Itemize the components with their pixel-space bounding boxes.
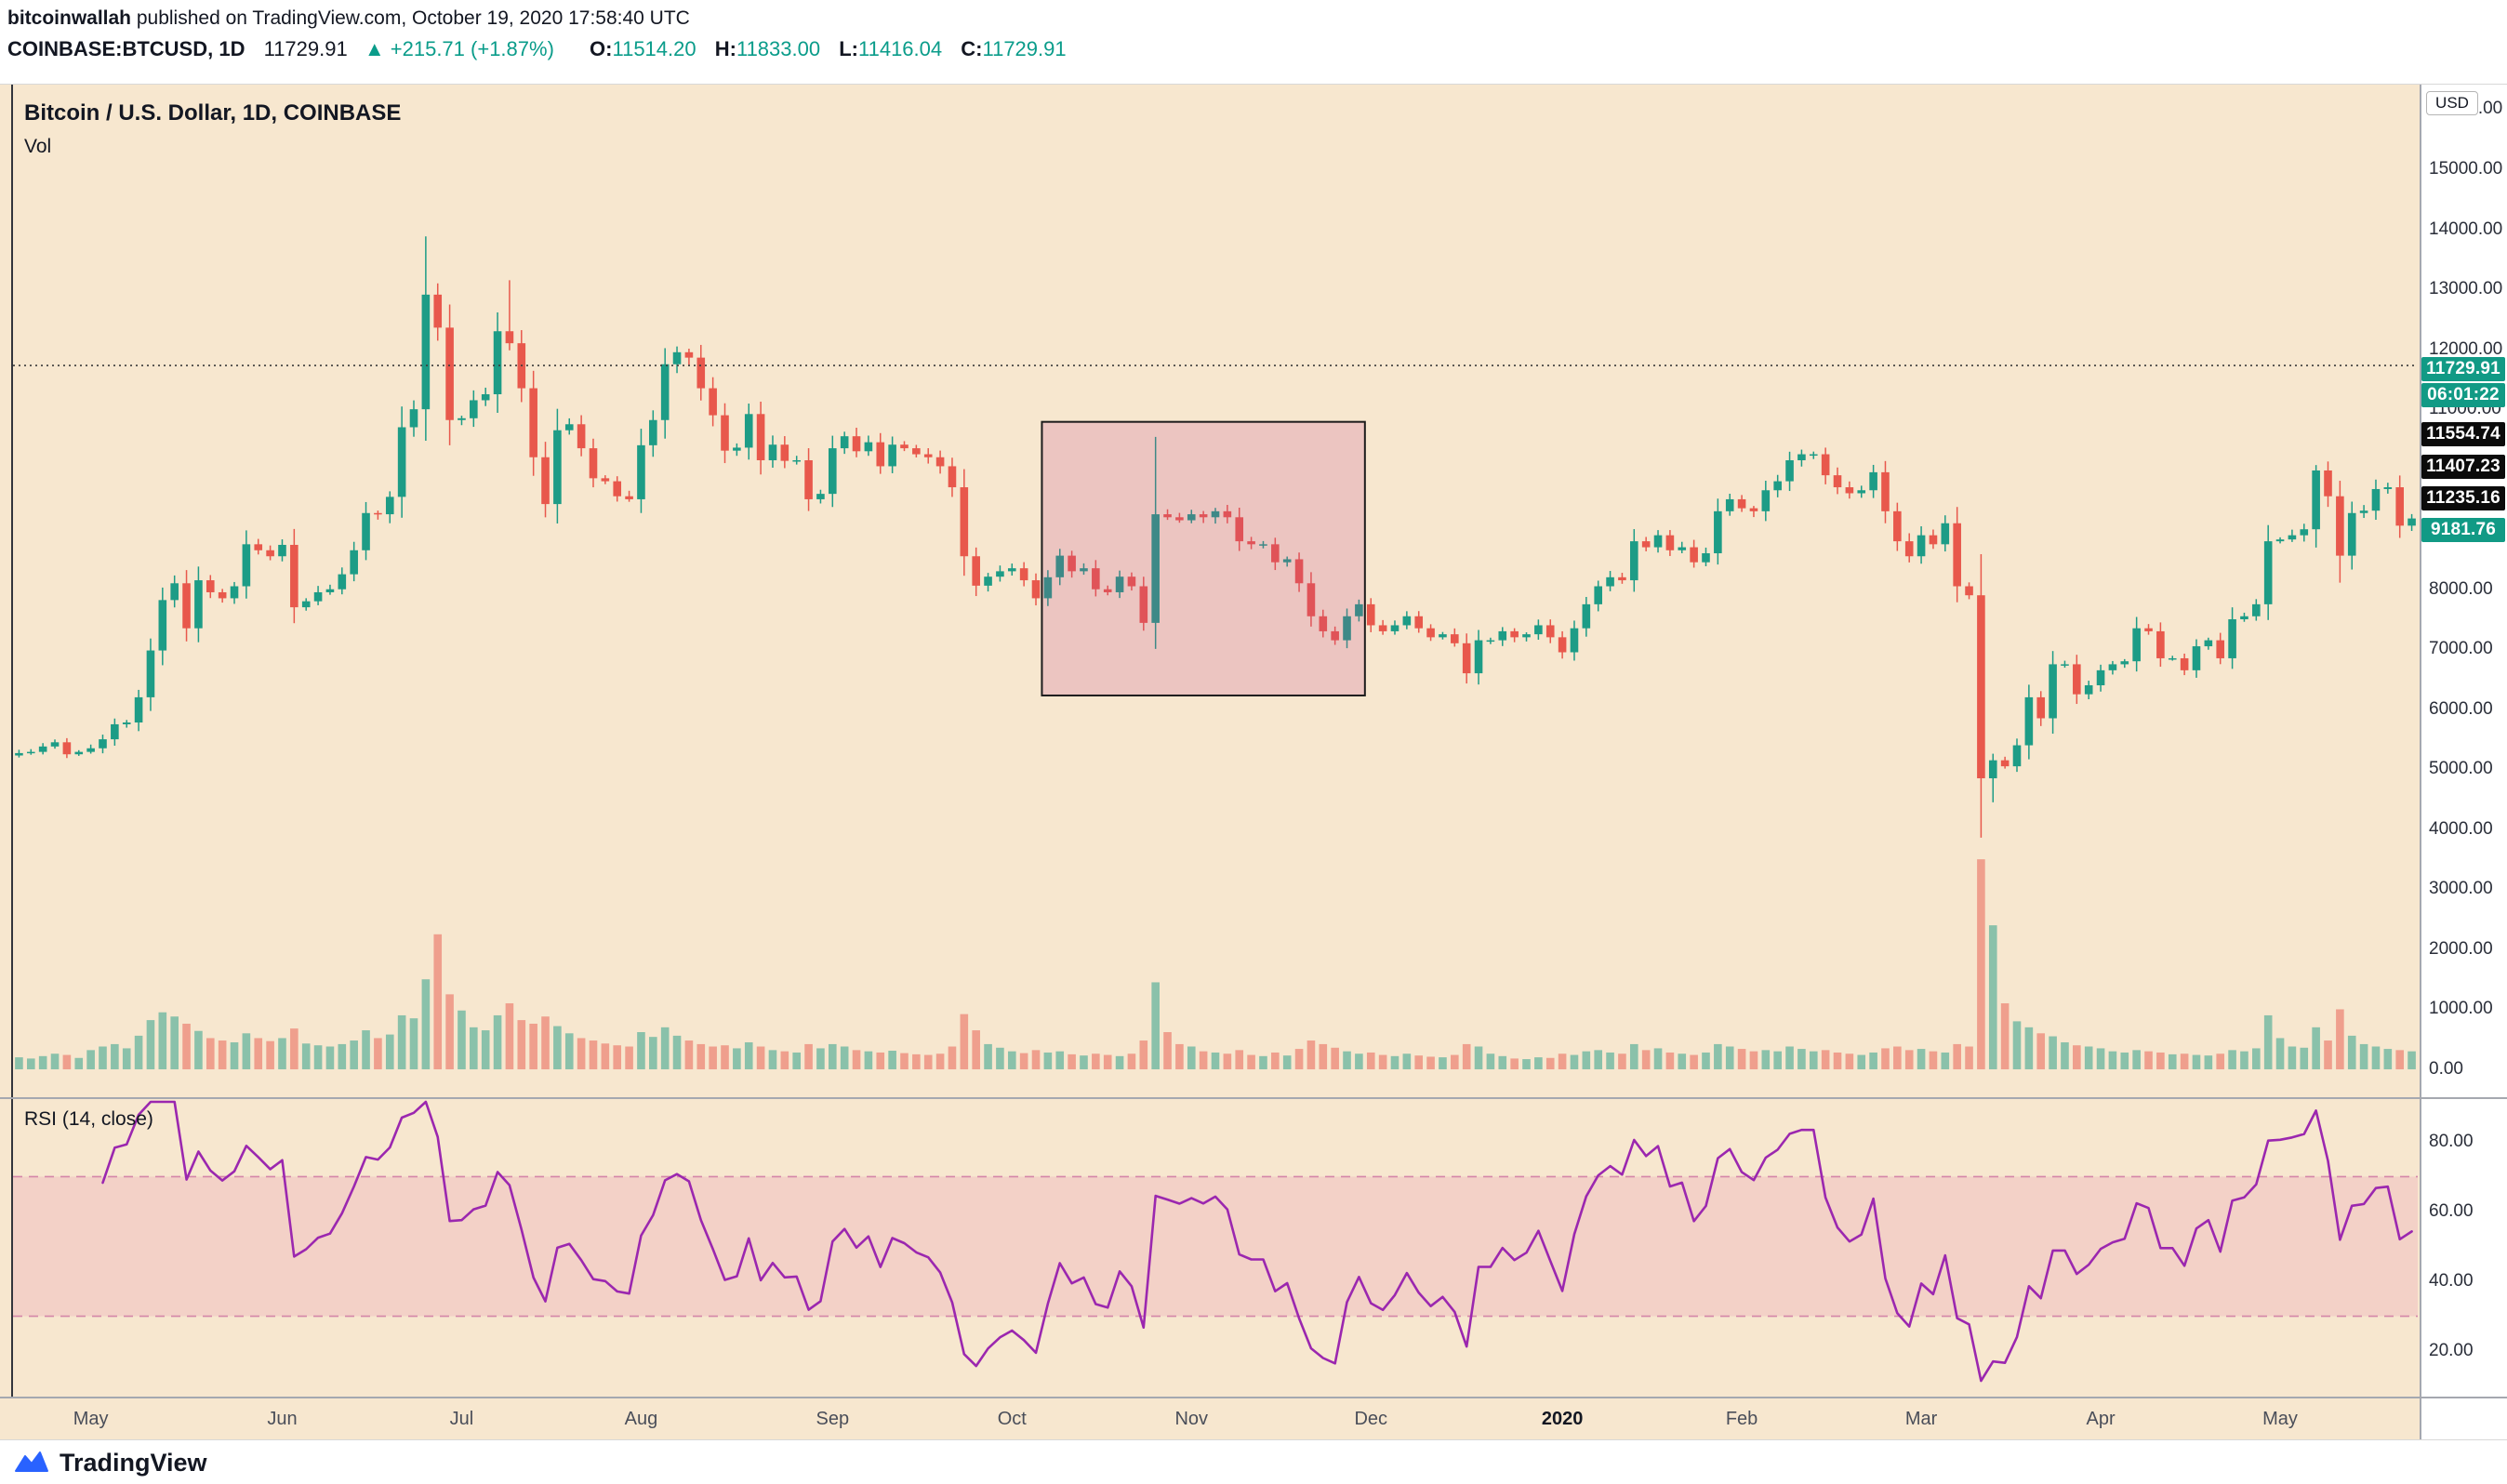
- price-tick-label: 14000.00: [2429, 219, 2503, 239]
- ticker-row: COINBASE:BTCUSD, 1D 11729.91 ▲ +215.71 (…: [7, 37, 1067, 61]
- time-axis-label: May: [2262, 1409, 2298, 1429]
- price-tick-label: 15000.00: [2429, 158, 2503, 179]
- up-arrow-icon: ▲: [364, 37, 385, 60]
- price-tick-label: 12000.00: [2429, 338, 2503, 359]
- time-axis-label: May: [73, 1409, 109, 1429]
- price-tick-label: 0.00: [2429, 1059, 2463, 1080]
- ticker-last-price: 11729.91: [263, 37, 348, 60]
- time-axis-label: Feb: [1725, 1409, 1758, 1429]
- chart-legend-title[interactable]: Bitcoin / U.S. Dollar, 1D, COINBASE: [24, 100, 402, 126]
- currency-badge[interactable]: USD: [2426, 91, 2478, 115]
- chart-left-frame: [11, 85, 13, 1398]
- price-label-pill: 11729.91: [2421, 357, 2505, 381]
- time-axis-label: Nov: [1174, 1409, 1209, 1429]
- low-label: L:: [839, 37, 858, 60]
- rsi-line: [101, 1100, 2413, 1383]
- price-tick-label: 7000.00: [2429, 639, 2493, 659]
- candlestick-layer: [15, 236, 2416, 838]
- publish-info: published on TradingView.com, October 19…: [131, 7, 690, 29]
- time-axis-label: 2020: [1541, 1409, 1584, 1429]
- tradingview-logo-icon[interactable]: [13, 1450, 50, 1477]
- price-axis-area[interactable]: [2420, 85, 2507, 1440]
- price-tick-label: 5000.00: [2429, 759, 2493, 779]
- rsi-band: [13, 1175, 2418, 1318]
- publish-header: bitcoinwallah published on TradingView.c…: [7, 7, 690, 30]
- time-axis-label: Jun: [267, 1409, 298, 1429]
- highlight-box-annotation[interactable]: [1041, 420, 1366, 696]
- rsi-tick-label: 80.00: [2429, 1131, 2474, 1151]
- rsi-pane-separator[interactable]: [0, 1097, 2507, 1099]
- price-tick-label: 13000.00: [2429, 279, 2503, 299]
- rsi-tick-label: 40.00: [2429, 1271, 2474, 1292]
- time-axis-label: Oct: [997, 1409, 1027, 1429]
- open-value: 11514.20: [612, 37, 696, 60]
- time-axis-separator: [0, 1397, 2507, 1398]
- volume-layer: [15, 859, 2416, 1070]
- low-value: 11416.04: [858, 37, 943, 60]
- price-tick-label: 1000.00: [2429, 999, 2493, 1019]
- time-axis-label: Aug: [624, 1409, 658, 1429]
- time-axis-label: Jul: [449, 1409, 474, 1429]
- price-label-pill: 11407.23: [2421, 455, 2505, 479]
- high-value: 11833.00: [736, 37, 821, 60]
- countdown-pill: 06:01:22: [2421, 383, 2505, 407]
- footer-separator: [0, 1439, 2507, 1440]
- ticker-symbol[interactable]: COINBASE:BTCUSD, 1D: [7, 37, 245, 60]
- ticker-change: ▲ +215.71 (+1.87%): [365, 37, 554, 60]
- author-name: bitcoinwallah: [7, 7, 132, 29]
- tradingview-brand[interactable]: TradingView: [60, 1449, 207, 1477]
- footer-bar: TradingView: [0, 1440, 2507, 1484]
- price-axis-separator: [2420, 85, 2421, 1440]
- price-tick-label: 2000.00: [2429, 938, 2493, 959]
- rsi-legend[interactable]: RSI (14, close): [24, 1108, 153, 1130]
- time-axis-label: Dec: [1354, 1409, 1388, 1429]
- rsi-tick-label: 20.00: [2429, 1341, 2474, 1361]
- price-tick-label: 3000.00: [2429, 879, 2493, 899]
- open-label: O:: [590, 37, 613, 60]
- time-axis[interactable]: May Jun Jul Aug Sep Oct Nov Dec 2020 Feb Mar Apr May: [0, 1398, 2420, 1440]
- high-label: H:: [714, 37, 736, 60]
- ticker-change-value: +215.71 (+1.87%): [390, 37, 554, 60]
- close-value: 11729.91: [982, 37, 1067, 60]
- price-tick-label: 8000.00: [2429, 578, 2493, 599]
- rsi-tick-label: 60.00: [2429, 1200, 2474, 1221]
- time-axis-label: Sep: [816, 1409, 850, 1429]
- time-axis-label: Apr: [2086, 1409, 2116, 1429]
- price-label-pill: 9181.76: [2421, 518, 2505, 542]
- price-label-pill: 11554.74: [2421, 422, 2505, 446]
- header-separator: [0, 84, 2507, 85]
- price-tick-label: 6000.00: [2429, 698, 2493, 719]
- volume-legend[interactable]: Vol: [24, 136, 52, 157]
- price-axis-labels[interactable]: 0.00 1000.00 2000.00 3000.00 4000.00 5000.00 6…: [2420, 0, 2507, 1440]
- time-axis-label: Mar: [1904, 1409, 1938, 1429]
- price-label-pill: 11235.16: [2421, 486, 2505, 510]
- close-label: C:: [961, 37, 983, 60]
- price-tick-label: 4000.00: [2429, 818, 2493, 839]
